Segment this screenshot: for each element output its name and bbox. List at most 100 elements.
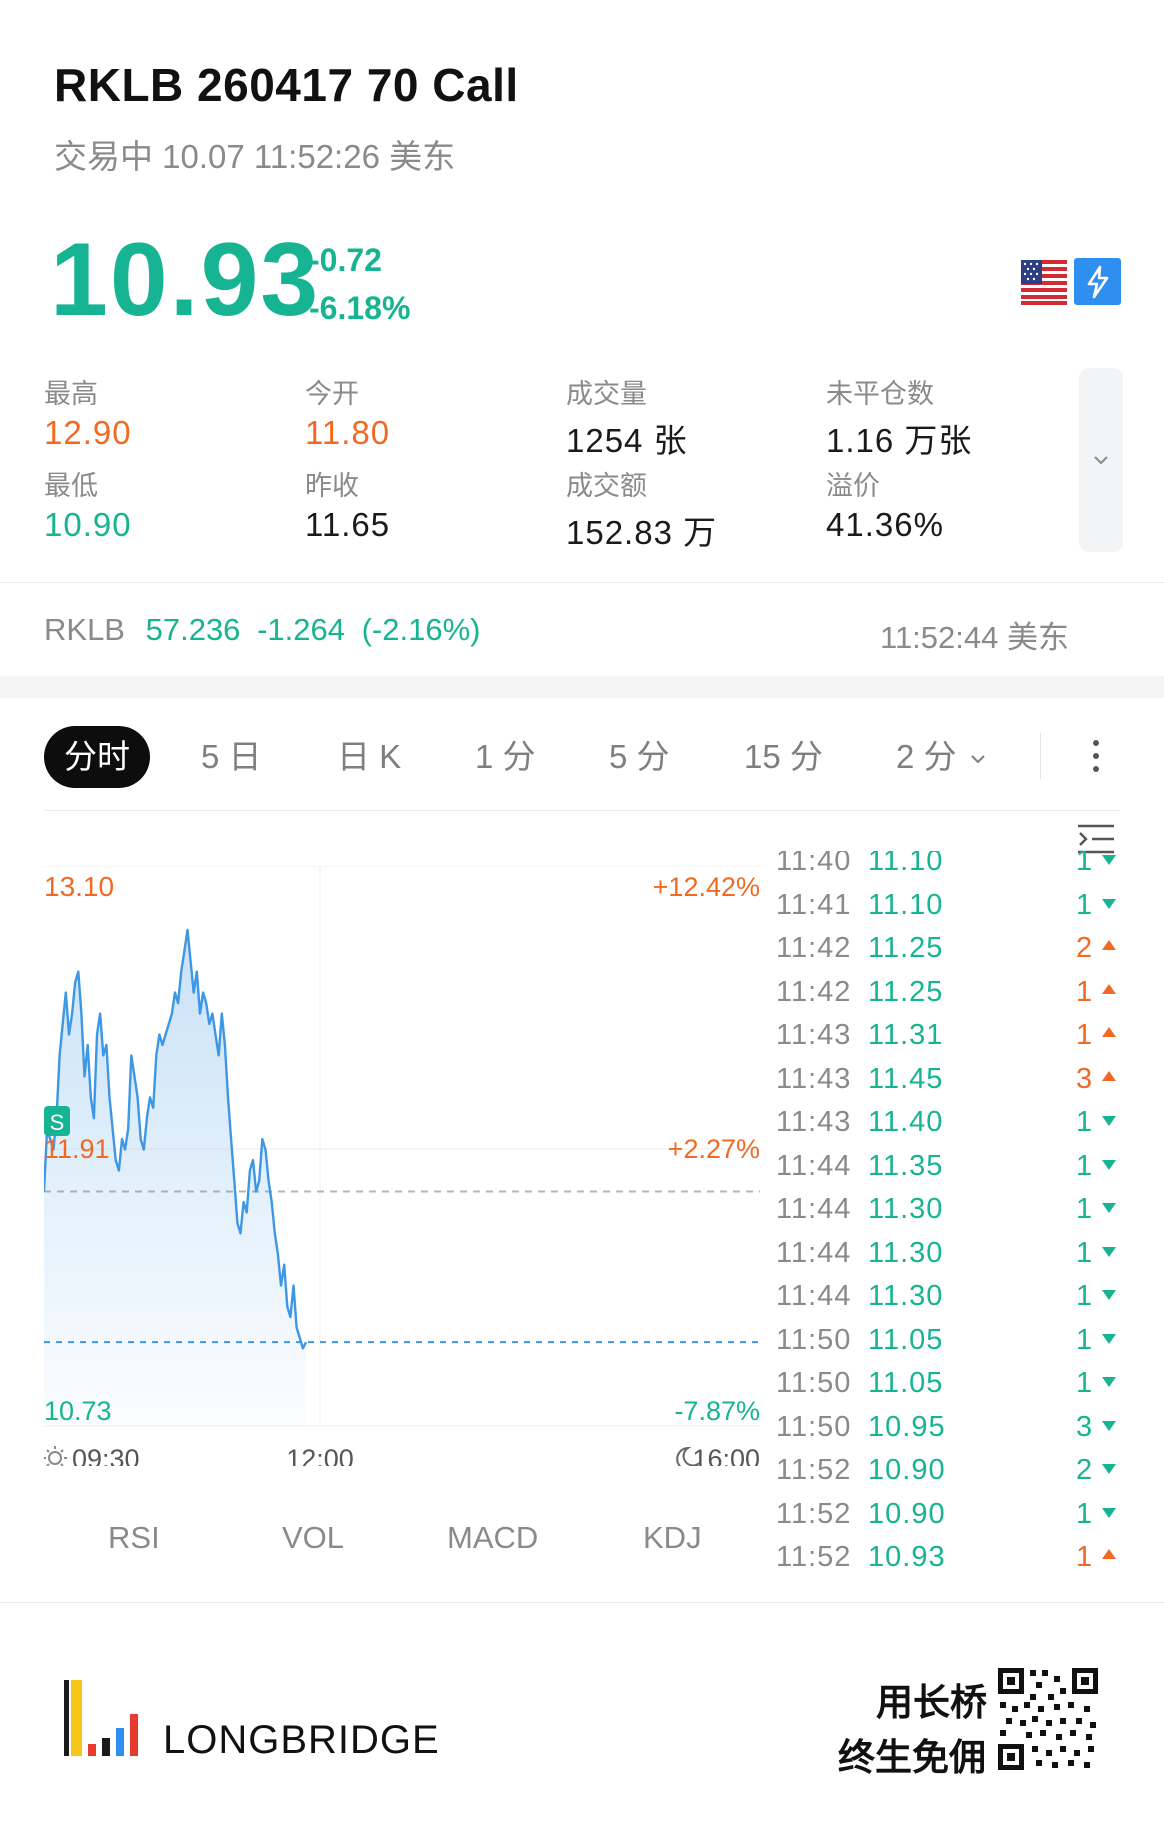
tick-row: 11:43 11.45 3 <box>776 1057 1120 1101</box>
tick-volume: 1 <box>1076 1019 1094 1051</box>
tab-2-min[interactable]: 2 分 <box>896 726 986 788</box>
arrow-up-icon <box>1102 940 1116 950</box>
tick-list[interactable]: 11:40 11.10 1 11:41 11.10 1 11:42 11.25 2 11:42 11… <box>776 851 1120 1585</box>
underlying-time: 11:52:44 美东 <box>880 620 1069 655</box>
arrow-up-icon <box>1102 1549 1116 1559</box>
price-change-percent: -6.18% <box>309 290 411 326</box>
tick-time: 11:44 <box>776 1193 852 1225</box>
tick-volume: 1 <box>1076 1323 1094 1356</box>
underlying-quote[interactable]: RKLB 57.236 -1.264 (-2.16%) <box>44 612 480 648</box>
tick-time: 11:44 <box>776 1236 852 1269</box>
tick-price: 10.90 <box>868 1454 946 1486</box>
y-axis-bottom-label: 10.73 <box>44 1396 112 1426</box>
price-change: -0.72 <box>309 242 382 278</box>
tick-row: 11:44 11.30 1 <box>776 1187 1120 1231</box>
tick-row: 11:50 10.95 3 <box>776 1405 1120 1449</box>
tick-price: 11.30 <box>868 1280 944 1312</box>
y-axis-mid-percent: +2.27% <box>668 1134 760 1164</box>
brand-name: LONGBRIDGE <box>163 1718 440 1762</box>
tick-row: 11:41 11.10 1 <box>776 883 1120 927</box>
price-area <box>44 929 306 1426</box>
more-options-icon[interactable] <box>1086 736 1106 776</box>
tick-volume: 1 <box>1076 1193 1094 1225</box>
tick-time: 11:42 <box>776 932 852 964</box>
tick-time: 11:43 <box>776 1106 852 1138</box>
tick-volume: 2 <box>1076 1454 1094 1486</box>
us-flag-icon <box>1021 260 1067 305</box>
arrow-down-icon <box>1102 1377 1116 1387</box>
price-line <box>44 928 308 1350</box>
arrow-down-icon <box>1102 1159 1116 1170</box>
tab-intraday[interactable]: 分时 <box>44 726 150 788</box>
arrow-up-icon <box>1102 983 1116 994</box>
indicator-kdj[interactable]: KDJ <box>643 1520 702 1555</box>
tick-row: 11:43 11.40 1 <box>776 1100 1120 1144</box>
arrow-down-icon <box>1102 1420 1116 1431</box>
stat-value-premium: 41.36% <box>826 506 944 543</box>
stat-label-prev-close: 昨收 <box>305 471 359 501</box>
arrow-down-icon <box>1102 1464 1116 1474</box>
buy-marker-label: S <box>50 1110 65 1135</box>
x-axis-start-label: 09:30 <box>72 1444 140 1466</box>
tick-volume: 2 <box>1076 932 1094 964</box>
tick-price: 11.05 <box>868 1323 944 1356</box>
qr-code-icon <box>998 1668 1098 1770</box>
chevron-down-icon <box>1094 456 1108 465</box>
tick-volume: 1 <box>1076 888 1094 921</box>
tab-daily-k[interactable]: 日 K <box>337 738 402 775</box>
longbridge-logo-icon <box>64 1680 138 1756</box>
y-axis-mid-label: 11.91 <box>44 1134 110 1164</box>
tick-price: 11.45 <box>868 1062 944 1095</box>
slogan-line-1: 用长桥 <box>876 1682 987 1723</box>
indicator-macd[interactable]: MACD <box>447 1520 539 1555</box>
tick-row: 11:40 11.10 1 <box>776 851 1120 883</box>
tick-volume: 1 <box>1076 1367 1094 1399</box>
y-axis-bottom-percent: -7.87% <box>674 1396 760 1426</box>
stat-label-open-interest: 未平仓数 <box>826 379 934 409</box>
tab-15-min[interactable]: 15 分 <box>744 738 823 775</box>
tick-time: 11:50 <box>776 1323 852 1356</box>
indicator-vol[interactable]: VOL <box>282 1520 345 1555</box>
intraday-chart[interactable]: S 13.10 +12.42% 11.91 +2.27% 10.73 -7.87… <box>44 866 764 1466</box>
tick-list-toggle-icon[interactable] <box>1076 822 1116 856</box>
tick-time: 11:50 <box>776 1367 852 1399</box>
divider <box>44 810 1120 811</box>
section-gap <box>0 676 1164 698</box>
tick-price: 11.35 <box>868 1149 944 1182</box>
stat-label-turnover: 成交额 <box>566 471 647 501</box>
buy-marker[interactable]: S <box>44 1106 70 1136</box>
lightning-glyph-icon <box>1087 265 1108 298</box>
tick-time: 11:43 <box>776 1062 852 1095</box>
tick-price: 11.30 <box>868 1236 944 1269</box>
tick-time: 11:41 <box>776 888 852 921</box>
indicator-rsi[interactable]: RSI <box>108 1520 160 1555</box>
tick-time: 11:52 <box>776 1541 852 1573</box>
sun-icon <box>44 1446 67 1466</box>
arrow-down-icon <box>1102 1203 1116 1213</box>
stat-label-high: 最高 <box>44 379 98 409</box>
tick-row: 11:42 11.25 2 <box>776 926 1120 970</box>
lightning-icon[interactable] <box>1074 258 1121 305</box>
stat-label-open: 今开 <box>305 379 359 409</box>
tab-5-min[interactable]: 5 分 <box>609 738 670 775</box>
tick-volume: 1 <box>1076 1236 1094 1269</box>
expand-stats-button[interactable] <box>1079 368 1123 552</box>
stat-label-volume: 成交量 <box>566 379 647 409</box>
tab-5-day[interactable]: 5 日 <box>201 738 262 775</box>
tick-price: 10.93 <box>868 1541 946 1573</box>
stat-label-low: 最低 <box>44 471 98 501</box>
tick-volume: 3 <box>1076 1062 1094 1095</box>
tick-volume: 1 <box>1076 975 1094 1008</box>
x-axis-mid-label: 12:00 <box>286 1444 354 1466</box>
tick-time: 11:40 <box>776 851 852 877</box>
divider <box>0 1602 1164 1603</box>
y-axis-top-percent: +12.42% <box>653 872 760 902</box>
tick-row: 11:44 11.30 1 <box>776 1231 1120 1275</box>
tick-price: 11.10 <box>868 851 944 877</box>
tick-volume: 1 <box>1076 1497 1094 1530</box>
chevron-down-icon <box>970 755 985 764</box>
y-axis-top-label: 13.10 <box>44 871 114 902</box>
tab-1-min[interactable]: 1 分 <box>475 738 536 775</box>
arrow-down-icon <box>1102 1290 1116 1300</box>
stat-value-open-interest: 1.16 万张 <box>826 422 973 459</box>
